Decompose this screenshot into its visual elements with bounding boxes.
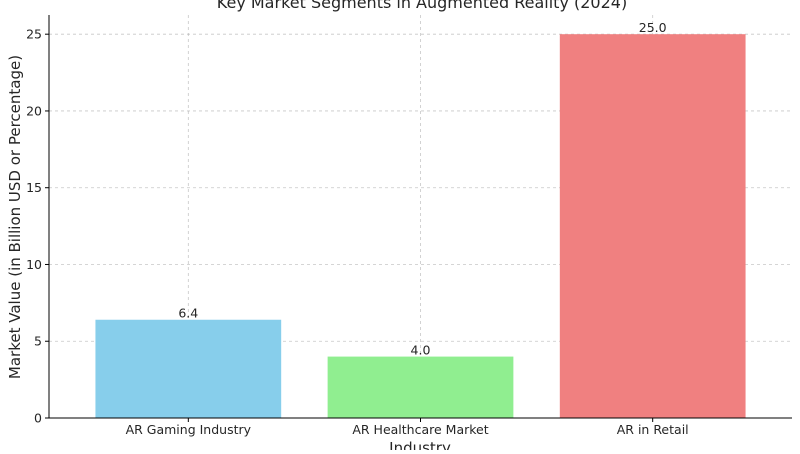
bar-value-label: 6.4: [178, 306, 198, 321]
bar: [559, 34, 746, 418]
y-tick-label: 0: [34, 411, 42, 426]
y-ticks: 0 5 10 15 20 25: [26, 27, 49, 426]
x-ticks: AR Gaming Industry AR Healthcare Market AR…: [126, 418, 689, 437]
x-tick-label: AR Healthcare Market: [352, 422, 488, 437]
bar: [327, 356, 514, 418]
x-axis-label: Industry: [389, 439, 451, 450]
y-tick-label: 25: [26, 27, 42, 42]
bars: [95, 34, 746, 418]
y-tick-label: 15: [26, 180, 42, 195]
bar-value-label: 4.0: [411, 343, 431, 358]
bar-value-label: 25.0: [639, 20, 667, 35]
data-labels: 6.4 4.0 25.0: [178, 20, 666, 357]
y-tick-label: 10: [26, 257, 42, 272]
x-tick-label: AR in Retail: [617, 422, 689, 437]
y-tick-label: 5: [34, 334, 42, 349]
chart-title: Key Market Segments in Augmented Reality…: [217, 0, 627, 12]
y-axis-label: Market Value (in Billion USD or Percenta…: [6, 55, 24, 379]
x-tick-label: AR Gaming Industry: [126, 422, 252, 437]
bar: [95, 319, 282, 418]
y-tick-label: 20: [26, 103, 42, 118]
